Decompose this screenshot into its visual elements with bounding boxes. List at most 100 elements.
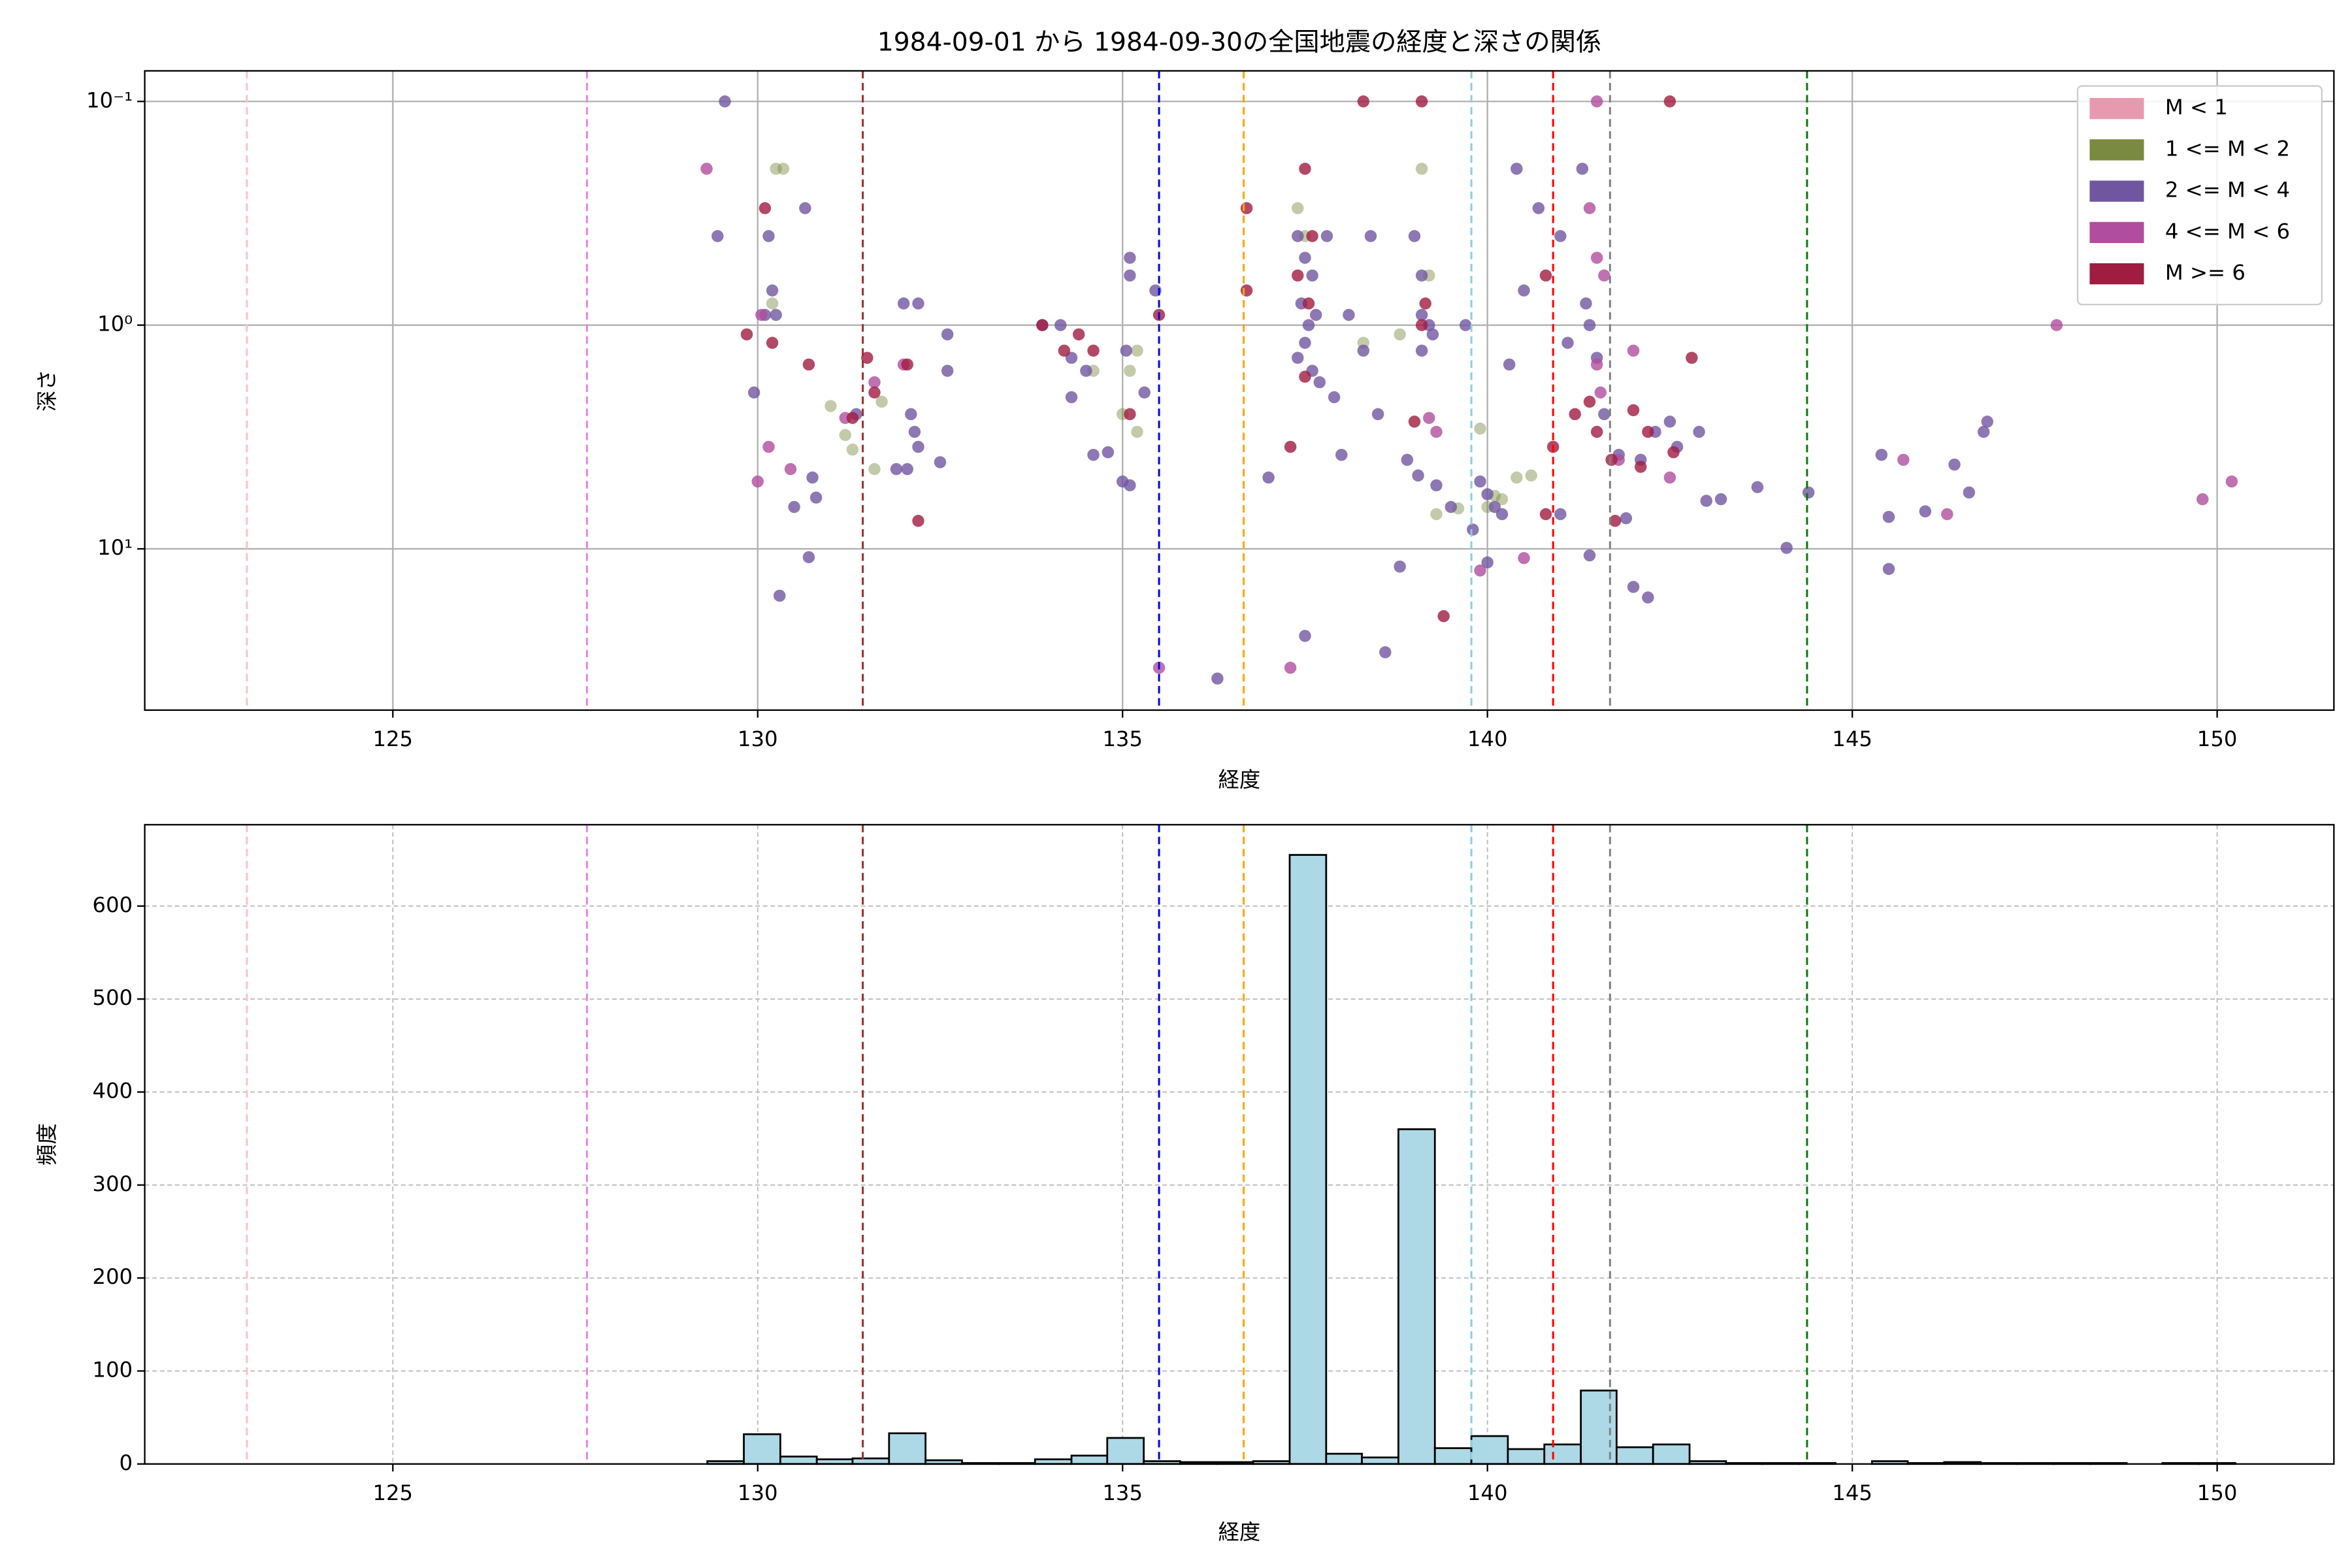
- data-point: [784, 463, 797, 476]
- data-point: [1430, 425, 1443, 438]
- data-point: [825, 400, 837, 412]
- x-tick-label: 140: [1467, 1480, 1508, 1505]
- data-point: [1080, 365, 1092, 377]
- data-point: [1474, 422, 1486, 435]
- x-tick-label: 130: [738, 1480, 778, 1505]
- data-point: [1700, 495, 1712, 507]
- data-point: [762, 440, 775, 453]
- y-tick-label: 600: [92, 892, 133, 917]
- data-point: [1686, 351, 1698, 364]
- data-point: [700, 163, 713, 175]
- data-point: [719, 95, 731, 108]
- data-point: [1430, 508, 1443, 521]
- plot-frame: [144, 824, 2335, 1465]
- legend-swatch: [2089, 221, 2144, 243]
- x-tick-label: 145: [1832, 727, 1872, 751]
- x-tick-label: 150: [2197, 1480, 2238, 1505]
- histogram-bar: [1325, 1452, 1363, 1465]
- legend-label: 1 <= M < 2: [2165, 136, 2290, 161]
- data-point: [1124, 252, 1136, 264]
- x-tick-label: 135: [1102, 727, 1143, 751]
- legend-swatch: [2089, 180, 2144, 202]
- data-point: [766, 284, 779, 297]
- data-point: [905, 408, 917, 421]
- data-point: [1102, 446, 1115, 459]
- data-point: [1467, 523, 1479, 536]
- data-point: [1419, 297, 1431, 310]
- data-point: [2225, 475, 2238, 488]
- data-point: [1306, 230, 1318, 242]
- data-point: [1590, 252, 1603, 264]
- histogram-bar: [888, 1432, 927, 1465]
- data-point: [1561, 336, 1574, 350]
- data-point: [1124, 269, 1136, 282]
- data-point: [1292, 269, 1304, 282]
- data-point: [868, 386, 881, 399]
- data-point: [1120, 344, 1133, 357]
- histogram-bar: [1580, 1389, 1618, 1465]
- data-point: [1882, 563, 1895, 576]
- data-point: [1598, 408, 1610, 421]
- data-point: [1459, 319, 1472, 331]
- data-point: [1554, 230, 1567, 242]
- data-point: [1394, 560, 1406, 573]
- histogram-bar: [779, 1455, 818, 1465]
- data-point: [934, 456, 947, 468]
- data-point: [1426, 328, 1439, 341]
- histogram-bar: [1615, 1446, 1654, 1465]
- data-point: [1415, 308, 1428, 321]
- data-point: [1408, 230, 1421, 242]
- y-tick-label: 10¹: [97, 535, 133, 560]
- data-point: [1667, 446, 1680, 459]
- data-point: [1539, 269, 1552, 282]
- data-point: [1430, 479, 1443, 492]
- data-point: [1627, 344, 1640, 357]
- x-tick-label: 150: [2197, 727, 2238, 751]
- data-point: [766, 336, 779, 350]
- data-point: [755, 308, 768, 321]
- histogram-bar: [851, 1457, 890, 1465]
- data-point: [1539, 508, 1552, 521]
- data-point: [941, 365, 954, 377]
- data-point: [1292, 351, 1304, 364]
- histogram-bar: [1433, 1447, 1473, 1465]
- data-point: [1495, 493, 1509, 506]
- data-point: [1357, 344, 1370, 357]
- data-point: [1415, 95, 1428, 108]
- data-point: [1313, 376, 1326, 389]
- data-point: [1554, 508, 1567, 521]
- data-point: [1780, 542, 1793, 554]
- data-point: [1635, 461, 1647, 473]
- data-point: [1583, 549, 1596, 562]
- data-point: [1518, 284, 1530, 297]
- data-point: [1284, 661, 1297, 674]
- data-point: [1963, 486, 1976, 499]
- data-point: [1590, 425, 1603, 438]
- data-point: [1343, 308, 1355, 321]
- data-point: [1415, 344, 1428, 357]
- data-point: [1058, 344, 1071, 357]
- data-point: [770, 163, 782, 175]
- data-point: [1306, 269, 1318, 282]
- y-axis-label: 深さ: [35, 369, 59, 412]
- data-point: [1036, 319, 1049, 331]
- data-point: [1511, 471, 1523, 484]
- legend-label: 2 <= M < 4: [2165, 178, 2290, 203]
- data-point: [1124, 365, 1136, 377]
- data-point: [912, 440, 924, 453]
- y-tick-label: 0: [120, 1450, 133, 1475]
- data-point: [1412, 469, 1424, 482]
- data-point: [1445, 500, 1458, 514]
- data-point: [868, 463, 881, 476]
- data-point: [1474, 564, 1486, 577]
- data-point: [912, 297, 924, 310]
- legend-label: M >= 6: [2165, 260, 2246, 285]
- y-tick-label: 500: [92, 985, 133, 1010]
- data-point: [1495, 508, 1509, 521]
- data-point: [1408, 416, 1421, 428]
- data-point: [1977, 425, 1990, 438]
- data-point: [1590, 95, 1603, 108]
- legend-swatch: [2089, 98, 2144, 120]
- data-point: [1474, 475, 1486, 488]
- data-point: [1437, 610, 1450, 623]
